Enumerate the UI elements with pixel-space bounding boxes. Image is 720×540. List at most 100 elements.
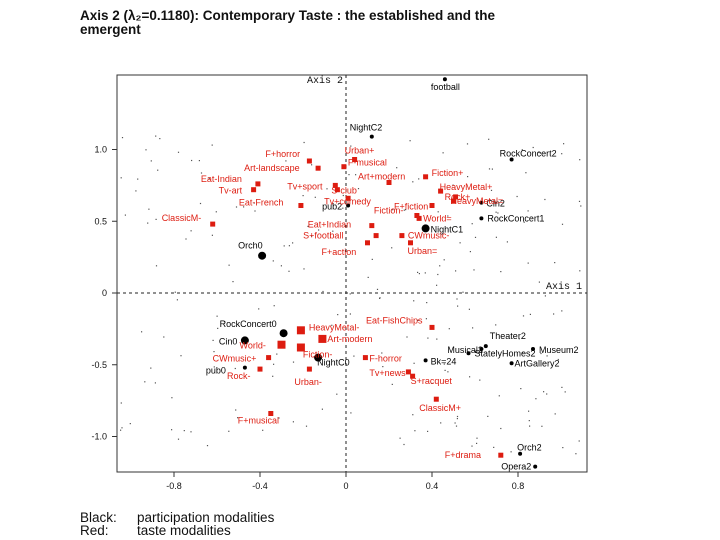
noise-dot — [391, 383, 393, 385]
noise-dot — [177, 438, 180, 440]
point-label: F+fiction — [394, 202, 428, 212]
noise-dot — [349, 313, 351, 315]
noise-dot — [292, 361, 295, 363]
legend-taste: Red: taste modalities — [80, 524, 274, 538]
point-label: Tv+news — [369, 368, 406, 378]
noise-dot — [235, 409, 237, 411]
point-label: Opera2 — [501, 462, 531, 472]
legend-black-text: participation modalities — [137, 510, 275, 525]
point-label: Tv-art — [219, 186, 243, 196]
taste-marker — [399, 233, 405, 239]
taste-marker — [352, 157, 358, 162]
point-label: F-horror — [369, 354, 402, 364]
noise-dot — [456, 418, 458, 420]
noise-dot — [469, 376, 471, 378]
noise-dot — [579, 159, 581, 161]
noise-dot — [455, 270, 457, 272]
y-tick-label: 1.0 — [94, 145, 107, 155]
point-label: NightC2 — [350, 123, 383, 133]
noise-dot — [342, 207, 344, 209]
noise-dot — [522, 315, 525, 317]
noise-dot — [528, 410, 530, 412]
noise-dot — [437, 273, 439, 276]
noise-dot — [120, 177, 122, 179]
noise-dot — [522, 352, 524, 354]
participation-marker — [314, 353, 323, 362]
noise-dot — [539, 152, 542, 154]
taste-marker — [255, 181, 261, 187]
noise-dot — [314, 196, 316, 198]
taste-marker — [306, 366, 312, 372]
noise-dot — [213, 351, 215, 353]
noise-dot — [348, 174, 350, 176]
noise-dot — [121, 137, 124, 139]
noise-dot — [403, 209, 405, 211]
noise-dot — [431, 382, 433, 384]
noise-dot — [562, 447, 564, 449]
noise-dot — [406, 336, 408, 338]
noise-dot — [523, 221, 525, 223]
point-label: Urban- — [294, 377, 322, 387]
axis-2-label: Axis 2 — [307, 75, 343, 87]
noise-dot — [337, 314, 339, 316]
point-label: Urban= — [408, 246, 438, 256]
noise-dot — [311, 235, 313, 237]
noise-dot — [488, 138, 490, 140]
participation-marker — [479, 216, 484, 221]
noise-dot — [234, 367, 236, 370]
taste-marker — [369, 223, 375, 229]
point-label: pub2 — [322, 202, 342, 212]
point-label: F+musical — [238, 416, 279, 426]
taste-marker — [332, 182, 338, 188]
noise-dot — [554, 262, 556, 264]
noise-dot — [121, 427, 123, 429]
taste-marker — [408, 240, 413, 246]
noise-dot — [382, 366, 384, 368]
noise-dot — [426, 302, 428, 304]
taste-marker — [362, 355, 368, 361]
noise-dot — [506, 241, 508, 243]
noise-dot — [137, 178, 139, 180]
scatter-plot: -0.8 -0.4 0 0.4 0.81.00.50-0.5-1.0 Axis 1Axi… — [91, 74, 588, 491]
point-label: football — [431, 82, 460, 92]
noise-dot — [500, 427, 502, 430]
scatter-noise — [120, 135, 582, 455]
point-label: Eat-Indian — [201, 174, 242, 184]
noise-dot — [414, 430, 416, 432]
noise-dot — [147, 222, 149, 224]
noise-dot — [318, 229, 320, 231]
noise-dot — [417, 319, 419, 321]
noise-dot — [235, 206, 238, 208]
taste-marker — [386, 180, 392, 185]
noise-dot — [427, 430, 429, 432]
noise-dot — [476, 442, 478, 444]
noise-dot — [516, 195, 518, 198]
point-label: F+action — [322, 247, 357, 257]
participation-marker — [479, 200, 484, 205]
point-label: Rock+ — [445, 192, 471, 202]
noise-dot — [564, 391, 566, 393]
noise-dot — [381, 352, 383, 354]
noise-dot — [180, 355, 182, 357]
noise-dot — [302, 195, 304, 197]
point-label: Bk=24 — [431, 356, 457, 366]
point-label: RockConcert0 — [220, 319, 277, 329]
point-label: S+football — [303, 231, 343, 241]
taste-marker — [410, 373, 416, 379]
point-label: World- — [240, 341, 266, 351]
noise-dot — [379, 297, 381, 299]
taste-marker — [296, 326, 305, 335]
point-label: Eat-FishChips — [366, 315, 423, 325]
noise-dot — [476, 437, 478, 439]
point-label: RockConcert2 — [500, 149, 557, 159]
noise-dot — [443, 363, 445, 365]
noise-dot — [243, 206, 245, 208]
noise-dot — [467, 176, 469, 178]
point-label: pub0 — [206, 366, 226, 376]
noise-dot — [440, 422, 442, 424]
participation-marker — [442, 77, 447, 82]
point-label: Rock- — [227, 371, 251, 381]
noise-dot — [292, 242, 294, 244]
noise-dot — [174, 291, 176, 293]
noise-dot — [163, 336, 165, 338]
